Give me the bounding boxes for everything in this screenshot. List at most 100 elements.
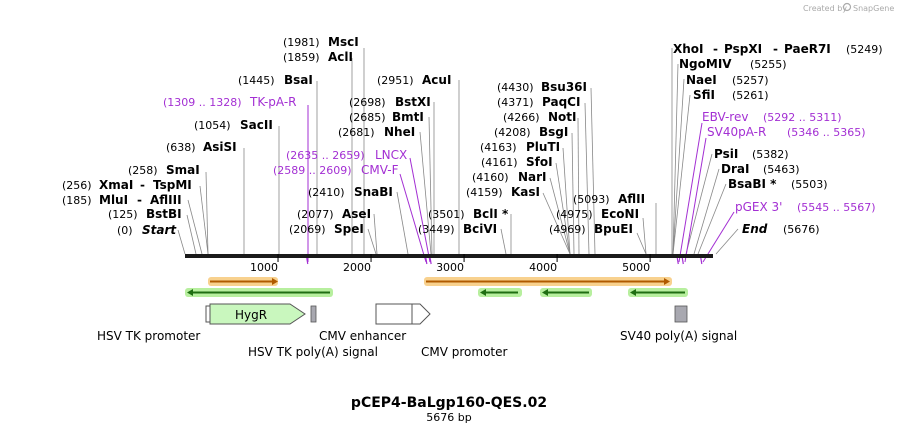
site-name-naei: NaeI xyxy=(686,73,717,87)
site-name-drai: DraI xyxy=(721,162,749,176)
site-name-pspxi: PspXI xyxy=(724,42,762,56)
scale-tick-label: 2000 xyxy=(343,261,371,274)
feature-label-hsv-tk-promoter: HSV TK promoter xyxy=(97,329,200,343)
site-name-xhoi: XhoI xyxy=(673,42,704,56)
site-name-end: End xyxy=(742,222,768,236)
site-name-nhei: NheI xyxy=(384,125,415,139)
site-name-smai: SmaI xyxy=(166,163,200,177)
site-pos-asei: (2077) xyxy=(297,208,334,221)
site-name-acli: AclI xyxy=(328,50,353,64)
site-pos-bstxi: (2698) xyxy=(349,96,386,109)
primer-range-cmv-f: (2589 .. 2609) xyxy=(273,164,352,177)
site-pos-nari: (4160) xyxy=(472,171,509,184)
sv40-polya-feature xyxy=(674,305,688,323)
hsv-tk-polya-feature xyxy=(310,305,317,323)
site-pos-xhoi: (5249) xyxy=(846,43,883,56)
site-name-aflii: AflII xyxy=(618,192,645,206)
primer-range-pgex3: (5545 .. 5567) xyxy=(797,201,876,214)
site-pos-end: (5676) xyxy=(783,223,820,236)
plasmid-name: pCEP4-BaLgp160-QES.02 xyxy=(351,395,547,411)
site-name-bcivi: BciVI xyxy=(463,222,497,236)
site-pos-sacii: (1054) xyxy=(194,119,231,132)
site-name-bstxi: BstXI xyxy=(395,95,431,109)
site-pos-pluti: (4163) xyxy=(480,141,517,154)
site-name-bstbi: BstBI xyxy=(146,207,182,221)
credit-brand: SnapGene xyxy=(853,4,894,13)
site-name-bsabi: BsaBI * xyxy=(728,177,777,191)
primer-mark xyxy=(700,257,703,265)
site-sep-pspxi: - xyxy=(773,42,778,56)
plasmid-length: 5676 bp xyxy=(426,411,471,424)
site-name-psii: PsiI xyxy=(714,147,738,161)
site-pos-acui: (2951) xyxy=(377,74,414,87)
site-name-bsai: BsaI xyxy=(284,73,313,87)
primer-name-lncx: LNCX xyxy=(375,148,407,162)
site-pos-bstbi: (125) xyxy=(108,208,138,221)
site-name-afliii: AflIII xyxy=(150,193,182,207)
site-pos-econi: (4975) xyxy=(556,208,593,221)
site-pos-naei: (5257) xyxy=(732,74,769,87)
primer-connectors xyxy=(307,105,735,263)
site-pos-drai: (5463) xyxy=(763,163,800,176)
feature-label-hsv-tk-polya: HSV TK poly(A) signal xyxy=(248,345,378,359)
snapgene-logo-icon xyxy=(842,2,852,12)
site-sep-mlui: - xyxy=(137,193,142,207)
site-name-bsu36i: Bsu36I xyxy=(541,80,587,94)
site-sep-xhoi: - xyxy=(713,42,718,56)
site-name-econi: EcoNI xyxy=(601,207,639,221)
site-pos-spei: (2069) xyxy=(289,223,326,236)
site-name-acui: AcuI xyxy=(422,73,451,87)
site-pos-bpuei: (4969) xyxy=(549,223,586,236)
backbone xyxy=(185,254,713,258)
cmv-promoter-feature xyxy=(411,303,431,325)
site-pos-psii: (5382) xyxy=(752,148,789,161)
site-name-bmti: BmtI xyxy=(392,110,424,124)
site-name-paqci: PaqCI xyxy=(542,95,580,109)
site-name-paer7i: PaeR7I xyxy=(784,42,831,56)
scale-ticks: 1000 2000 3000 4000 5000 xyxy=(250,254,651,274)
primer-name-cmv-f: CMV-F xyxy=(361,163,399,177)
site-pos-snabi: (2410) xyxy=(308,186,345,199)
site-name-kasi: KasI xyxy=(511,185,540,199)
primer-name-pgex3: pGEX 3' xyxy=(735,200,782,214)
primer-mark xyxy=(681,257,684,265)
scale-tick-label: 1000 xyxy=(250,261,278,274)
site-pos-asisi: (638) xyxy=(166,141,196,154)
cmv-enhancer-feature xyxy=(375,303,413,325)
site-name-start: Start xyxy=(142,223,177,237)
site-pos-paqci: (4371) xyxy=(497,96,534,109)
site-pos-aflii: (5093) xyxy=(573,193,610,206)
site-pos-acli: (1859) xyxy=(283,51,320,64)
site-name-ngomiv: NgoMIV xyxy=(679,57,732,71)
site-connectors xyxy=(177,48,739,255)
hygr-label: HygR xyxy=(235,308,267,322)
site-pos-noti: (4266) xyxy=(503,111,540,124)
scale-tick-label: 4000 xyxy=(529,261,557,274)
site-pos-ngomiv: (5255) xyxy=(750,58,787,71)
hygr-feature xyxy=(209,303,306,325)
site-name-sfii: SfiI xyxy=(693,88,715,102)
primer-mark xyxy=(306,257,309,265)
site-pos-start: (0) xyxy=(117,224,133,237)
site-pos-bsabi: (5503) xyxy=(791,178,828,191)
primer-name-tk-pa-r: TK-pA-R xyxy=(249,95,297,109)
scale-tick-label: 5000 xyxy=(622,261,650,274)
site-name-spei: SpeI xyxy=(334,222,364,236)
feature-label-sv40-polya: SV40 poly(A) signal xyxy=(620,329,737,343)
site-pos-sfoi: (4161) xyxy=(481,156,518,169)
site-name-noti: NotI xyxy=(548,110,577,124)
site-sep-xmai: - xyxy=(140,178,145,192)
primer-range-lncx: (2635 .. 2659) xyxy=(286,149,365,162)
site-name-tspmi: TspMI xyxy=(153,178,192,192)
primer-name-sv40pa-r: SV40pA-R xyxy=(707,125,766,139)
site-name-msci: MscI xyxy=(328,35,359,49)
feature-label-cmv-promoter: CMV promoter xyxy=(421,345,508,359)
site-pos-xmai: (256) xyxy=(62,179,92,192)
site-name-snabi: SnaBI xyxy=(354,185,393,199)
site-pos-nhei: (2681) xyxy=(338,126,375,139)
primer-mark xyxy=(429,257,432,265)
site-pos-bsai: (1445) xyxy=(238,74,275,87)
primer-mark xyxy=(425,257,428,265)
site-name-pluti: PluTI xyxy=(526,140,560,154)
